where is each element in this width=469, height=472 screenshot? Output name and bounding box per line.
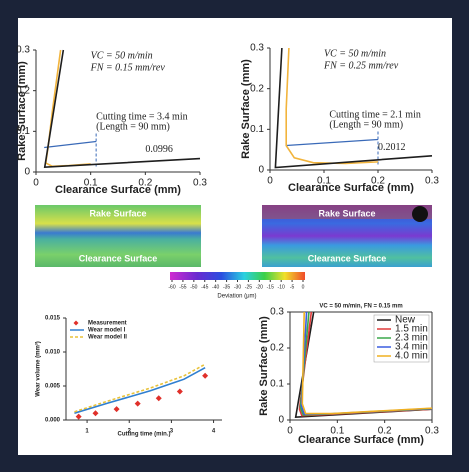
y-tick-label: 0.005 [45,384,61,390]
x-tick-label: 0.3 [193,178,207,189]
x-tick-label: 0 [33,178,39,189]
map-label: Clearance Surface [308,253,387,263]
colorbar-tick-label: -60 [168,284,175,290]
y-tick-label: 0.1 [270,379,284,390]
x-tick-label: 0.3 [425,176,439,187]
colorbar [170,272,305,280]
colorbar-tick-label: -35 [223,284,230,290]
x-axis-label: Cutting time (min.) [118,432,171,438]
y-tick-label: 0.3 [270,307,284,318]
colorbar-tick-label: -10 [278,284,285,290]
colorbar-label: Deviation (μm) [217,294,256,300]
legend-label: 4.0 min [395,351,428,362]
colorbar-tick-label: -55 [179,284,186,290]
colorbar-tick-label: -15 [267,284,274,290]
colorbar-tick-label: -20 [256,284,263,290]
annotation: FN = 0.25 mm/rev [323,61,399,72]
y-tick-label: 0.015 [45,316,61,322]
map-label: Rake Surface [318,208,375,218]
legend-label: Measurement [88,321,127,327]
y-tick-label: 0.1 [250,124,264,135]
y-axis-label: Wear volume (mm³) [35,341,42,397]
legend-label: Wear model I [88,328,126,334]
y-tick-label: 0.2 [250,83,264,94]
chart-title: VC = 50 m/min, FN = 0.15 mm [319,304,402,310]
y-axis-label: Rake Surface (mm) [16,61,28,161]
annotation: (Length = 90 mm) [329,120,403,131]
map-label: Rake Surface [89,208,146,218]
y-tick-label: 0.000 [45,418,61,424]
x-axis-label: Clearance Surface (mm) [288,182,414,194]
annotation: FN = 0.15 mm/rev [90,63,166,74]
legend-label: Wear model II [88,335,127,341]
colorbar-tick-label: -40 [212,284,219,290]
y-tick-label: 0.3 [250,43,264,54]
annotation: (Length = 90 mm) [96,122,170,133]
colorbar-tick-label: -5 [290,284,295,290]
x-axis-label: Clearance Surface (mm) [298,434,424,446]
x-tick-label: 0 [287,426,293,437]
annotation: VC = 50 m/min [91,50,153,61]
colorbar-tick-label: -50 [190,284,197,290]
y-axis-label: Rake Surface (mm) [258,316,270,416]
colorbar-tick-label: -25 [245,284,252,290]
y-tick-label: 0.3 [16,45,30,56]
annotation: 0.2012 [378,142,406,153]
colorbar-tick-label: -45 [201,284,208,290]
y-tick-label: 0.010 [45,350,61,356]
y-tick-label: 0 [278,415,284,426]
y-axis-label: Rake Surface (mm) [240,59,252,159]
figure: 00.10.20.300.10.20.3Clearance Surface (m… [0,0,469,472]
y-tick-label: 0 [24,167,30,178]
x-tick-label: 0.3 [425,426,439,437]
colorbar-tick-label: -30 [234,284,241,290]
annotation: VC = 50 m/min [324,48,386,59]
annotation: 0.0996 [145,144,173,155]
y-tick-label: 0 [258,165,264,176]
x-tick-label: 0 [267,176,273,187]
colorbar-tick-label: 0 [302,284,305,290]
y-tick-label: 0.2 [270,343,284,354]
map-label: Clearance Surface [79,253,158,263]
x-axis-label: Clearance Surface (mm) [55,184,181,196]
surface-map-spot [412,206,428,222]
